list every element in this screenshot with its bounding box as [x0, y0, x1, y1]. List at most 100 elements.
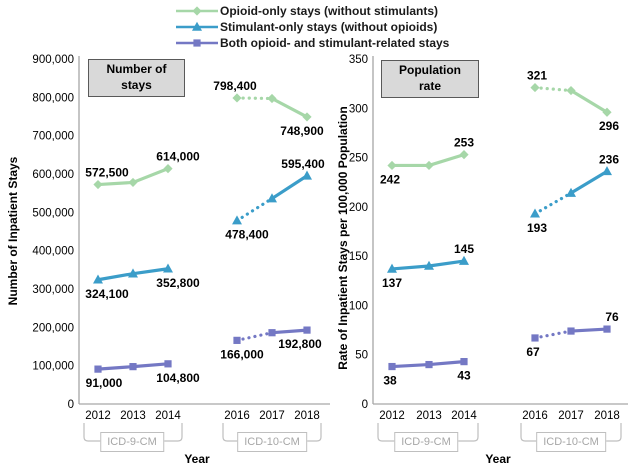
data-point-label: 76: [605, 310, 619, 324]
diamond-marker: [387, 160, 397, 171]
icd-9-cm-label-left: ICD-9-CM: [100, 432, 164, 452]
x-tick-label: 2018: [294, 410, 320, 422]
series-opioid-only: 572,500 614,000 798,400 748,900: [85, 79, 324, 190]
y-tick-label: 800,000: [32, 92, 74, 104]
y-tick-label: 100,000: [32, 361, 74, 373]
x-tick-label: 2016: [224, 410, 250, 422]
data-point-label: 193: [527, 221, 547, 235]
data-point-label: 91,000: [86, 376, 123, 390]
y-tick-label: 700,000: [32, 131, 74, 143]
data-point-label: 253: [454, 136, 474, 150]
data-point-label: 43: [457, 369, 471, 383]
triangle-marker: [566, 187, 576, 197]
data-point-label: 38: [383, 374, 397, 388]
data-point-label: 352,800: [156, 276, 200, 290]
diamond-marker: [602, 107, 612, 117]
data-point-label: 236: [599, 152, 619, 166]
panel-population-rate: 0 50 100 150 200 250 300 350 2012 2013 2014 2016 201…: [349, 54, 628, 442]
x-axis-title-left: Year: [184, 452, 210, 466]
y-tick-label: 0: [362, 399, 368, 411]
square-marker: [603, 325, 611, 333]
series-opioid-only-segment-dotted: [533, 85, 573, 93]
icd-10-cm-label-left: ICD-10-CM: [237, 432, 307, 452]
triangle-marker: [93, 274, 103, 284]
diamond-marker: [232, 93, 242, 103]
x-tick-label: 2012: [379, 410, 405, 422]
data-point-label: 145: [454, 242, 474, 256]
legend-diamond-marker: [192, 6, 202, 16]
x-tick-label: 2014: [451, 410, 477, 422]
diamond-marker: [424, 160, 434, 171]
series-both-segment-solid: [97, 365, 134, 371]
diamond-marker: [459, 150, 469, 160]
diamond-marker: [566, 85, 576, 96]
diamond-marker: [267, 93, 277, 104]
series-both-segment-dotted: [235, 331, 274, 342]
series-both-segment-solid: [271, 328, 308, 335]
data-point-label: 296: [599, 119, 619, 133]
opioid-only-line-marker-icon: [174, 4, 220, 18]
panel-title-number-of-stays: Number of stays: [88, 59, 185, 97]
y-tick-label: 100: [349, 300, 368, 312]
data-point-label: 324,100: [85, 287, 129, 301]
icd-10-cm-label-right: ICD-10-CM: [536, 432, 606, 452]
y-tick-label: 150: [349, 251, 368, 263]
legend-label: Stimulant-only stays (without opioids): [220, 20, 438, 34]
y-tick-label: 50: [355, 350, 368, 362]
y-tick-label: 200,000: [32, 322, 74, 334]
y-tick-label: 300,000: [32, 284, 74, 296]
diamond-marker: [163, 164, 173, 174]
square-marker: [303, 326, 311, 334]
both-line-marker-icon: [174, 36, 220, 50]
series-stimulant-only-segment-solid: [391, 264, 430, 271]
triangle-marker: [459, 255, 469, 265]
panel-number-of-stays: 0 100,000 200,000 300,000 400,000 500,000 600,…: [32, 54, 330, 442]
legend: Opioid-only stays (without stimulants) S…: [174, 3, 449, 51]
series-opioid-only-segment-solid: [271, 97, 308, 119]
stimulant-only-line-marker-icon: [174, 20, 220, 34]
series-stimulant-only-segment-solid: [271, 174, 308, 200]
data-point-label: 192,800: [278, 337, 322, 351]
triangle-marker: [128, 268, 138, 278]
x-tick-label: 2014: [155, 410, 181, 422]
diamond-marker: [302, 112, 312, 122]
triangle-marker: [602, 166, 612, 176]
series-both: 38 43 67 76: [383, 310, 619, 387]
data-point-label: 137: [382, 276, 402, 290]
series-opioid-only: 242 253 321 296: [380, 69, 619, 187]
y-tick-label: 250: [349, 153, 368, 165]
diamond-marker: [128, 177, 138, 188]
series-stimulant-only-segment-solid: [132, 267, 169, 276]
legend-swatch-svg: [176, 21, 218, 31]
data-point-label: 478,400: [225, 228, 269, 242]
series-opioid-only-segment-dotted: [235, 96, 274, 101]
triangle-marker: [163, 263, 173, 273]
x-tick-label: 2013: [120, 410, 146, 422]
series-both-segment-solid: [391, 362, 430, 369]
legend-item-both: Both opioid- and stimulant-related stays: [174, 35, 449, 51]
legend-item-stimulant-only: Stimulant-only stays (without opioids): [174, 19, 449, 35]
series-opioid-only-segment-solid: [428, 153, 465, 167]
series-both-segment-dotted: [533, 329, 573, 340]
data-point-label: 748,900: [280, 124, 324, 138]
x-tick-label: 2013: [416, 410, 442, 422]
triangle-marker: [267, 193, 277, 203]
series-both: 91,000 104,800 166,000 192,800: [86, 326, 322, 390]
y-tick-label: 600,000: [32, 169, 74, 181]
square-marker: [567, 327, 575, 335]
series-stimulant-only: 137 145 193 236: [382, 152, 619, 290]
data-point-label: 166,000: [220, 347, 264, 361]
triangle-marker: [232, 215, 242, 225]
series-both-segment-solid: [428, 360, 465, 367]
series-opioid-only-segment-solid: [132, 167, 169, 184]
triangle-marker: [424, 260, 434, 270]
y-tick-label: 400,000: [32, 246, 74, 258]
data-point-label: 798,400: [213, 79, 257, 93]
diamond-marker: [93, 179, 103, 190]
data-point-label: 595,400: [281, 157, 325, 171]
series-stimulant-only-segment-solid: [570, 170, 608, 195]
diamond-marker: [530, 82, 540, 93]
legend-label: Opioid-only stays (without stimulants): [220, 4, 439, 18]
series-stimulant-only-segment-dotted: [533, 191, 573, 216]
